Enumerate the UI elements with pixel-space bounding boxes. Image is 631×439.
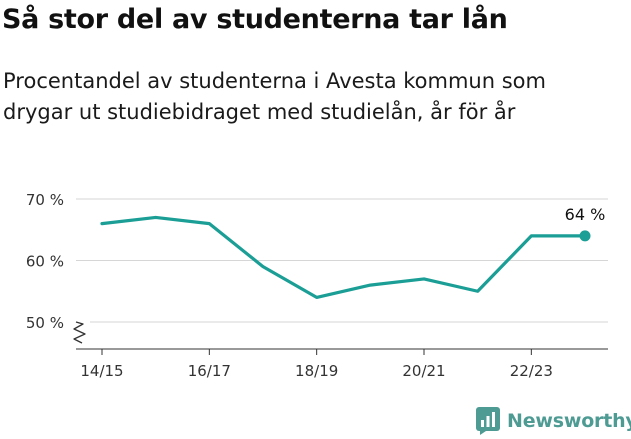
- line-chart: 50 % 60 % 70 % 14/15 16/17 18/19 20/21 22/23 64 …: [26, 191, 608, 380]
- gridlines: [76, 198, 608, 323]
- end-value-label: 64 %: [565, 205, 606, 224]
- y-tick-label: 50 %: [26, 314, 64, 332]
- x-tick-label: 20/21: [402, 362, 445, 380]
- axis-break-icon: [73, 321, 86, 344]
- end-point: [579, 230, 591, 242]
- brand-name: Newsworthy: [507, 410, 631, 432]
- y-tick-label: 60 %: [26, 253, 64, 271]
- axes: [73, 321, 608, 355]
- y-tick-label: 70 %: [26, 191, 64, 209]
- series-layer: [100, 215, 591, 299]
- chart-title: Så stor del av studenterna tar lån: [2, 4, 508, 35]
- x-tick-label: 16/17: [188, 362, 231, 380]
- x-tick-label: 18/19: [295, 362, 338, 380]
- x-tick-label: 14/15: [80, 362, 123, 380]
- chart-subtitle: Procentandel av studenterna i Avesta kom…: [3, 69, 546, 124]
- newsworthy-logo-icon: [476, 407, 500, 435]
- brand-logo[interactable]: Newsworthy: [476, 407, 631, 435]
- labels: 50 % 60 % 70 % 14/15 16/17 18/19 20/21 22/23 64 …: [26, 191, 605, 380]
- x-tick-label: 22/23: [510, 362, 553, 380]
- series-line: [100, 215, 587, 299]
